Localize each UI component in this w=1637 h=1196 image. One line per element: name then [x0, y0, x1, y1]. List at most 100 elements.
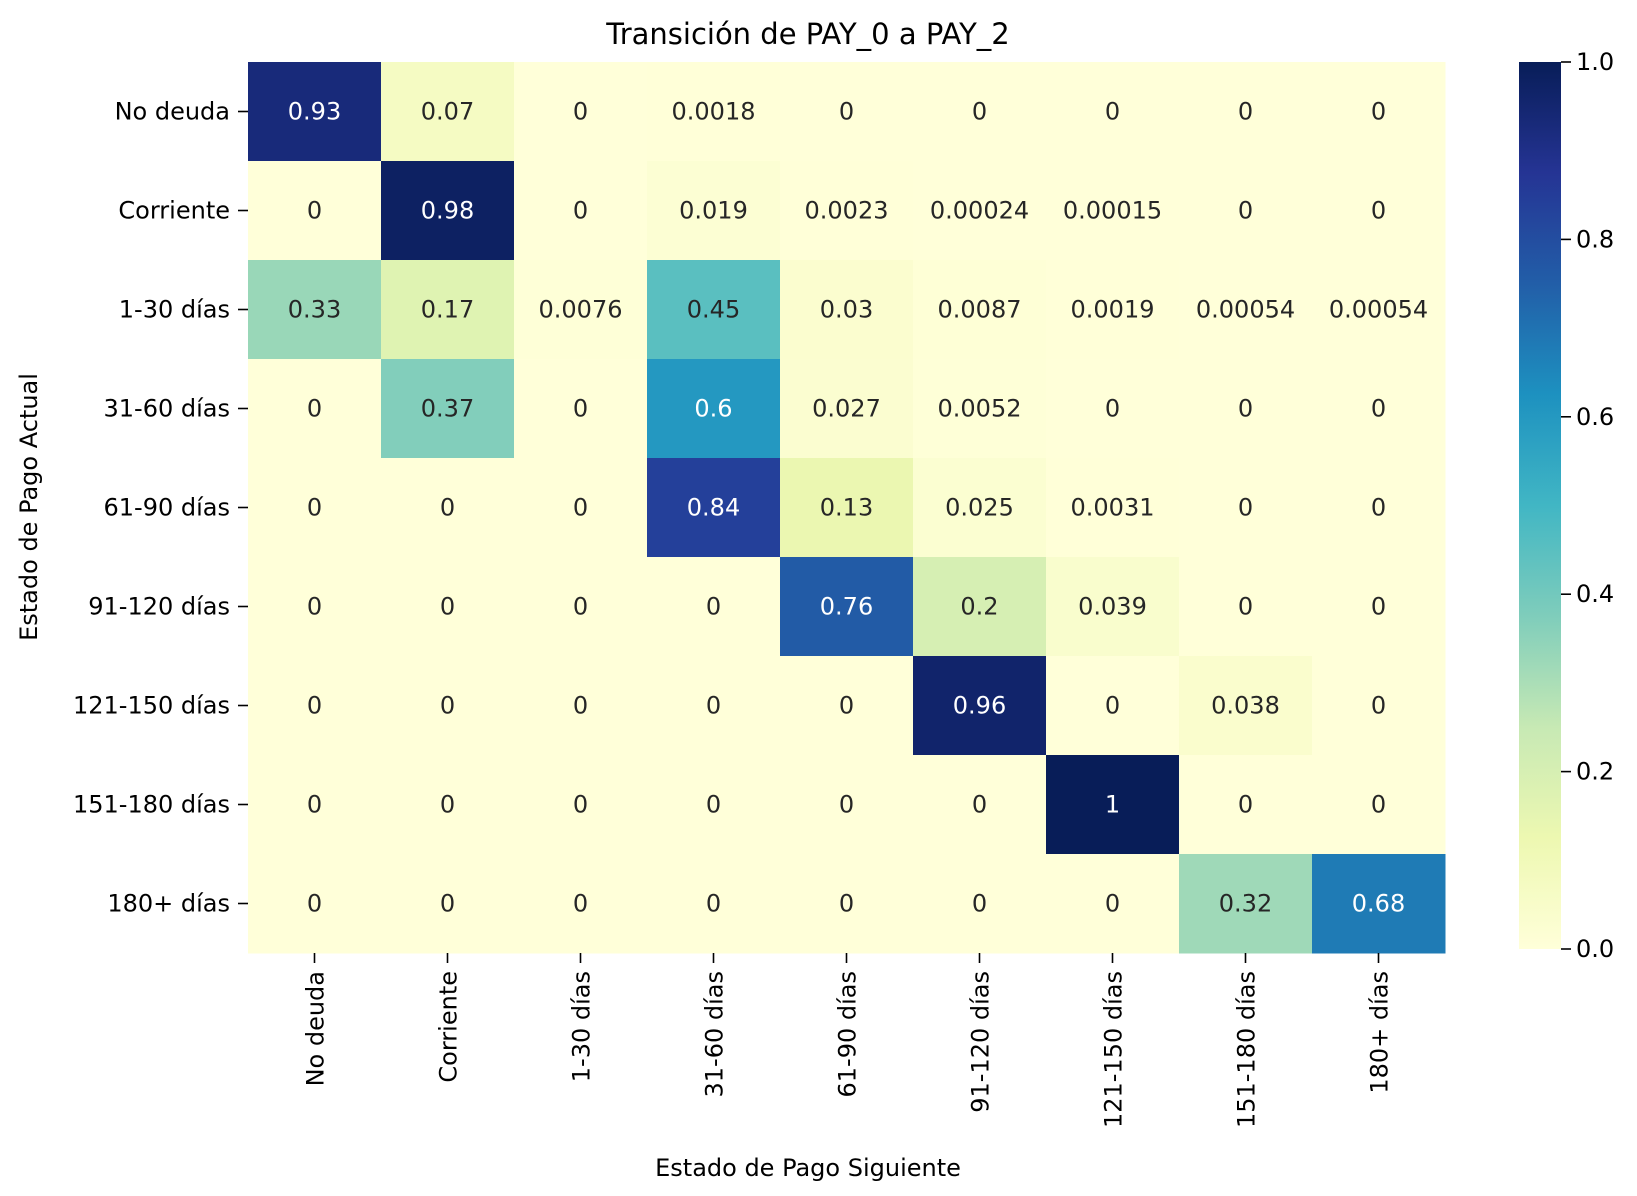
cell-value-label: 0.025 — [945, 494, 1014, 522]
y-tick-label: 180+ días — [107, 890, 230, 918]
y-tick-label: 61-90 días — [104, 494, 230, 522]
x-axis-ticks: No deuda Corriente 1-30 días 31-60 días 61-9… — [302, 953, 1394, 1128]
cell-value-label: 0.98 — [421, 197, 474, 225]
heatmap-cell — [1046, 557, 1180, 657]
cell-value-label: 0 — [1105, 395, 1120, 423]
cell-value-label: 0.00054 — [1329, 296, 1428, 324]
cell-value-label: 0 — [972, 890, 987, 918]
cell-value-label: 0 — [1238, 494, 1253, 522]
heatmap-cell — [1046, 260, 1180, 360]
cell-value-label: 0 — [440, 494, 455, 522]
heatmap-cell — [647, 557, 781, 657]
heatmap-cell — [514, 755, 648, 855]
cell-value-label: 0 — [307, 791, 322, 819]
heatmap-cell — [647, 161, 781, 261]
heatmap-cell — [780, 854, 914, 954]
cell-value-label: 0.07 — [421, 98, 474, 126]
heatmap-cell — [1179, 755, 1313, 855]
heatmap-cell — [1312, 854, 1446, 954]
cell-value-label: 0 — [1371, 791, 1386, 819]
heatmap-cell — [514, 359, 648, 459]
heatmap-cell — [1179, 62, 1313, 162]
heatmap-cell — [248, 161, 382, 261]
cell-value-label: 0 — [307, 890, 322, 918]
heatmap-cell — [1046, 161, 1180, 261]
cell-value-label: 0 — [573, 197, 588, 225]
cell-value-label: 0 — [839, 890, 854, 918]
cell-value-label: 0.37 — [421, 395, 474, 423]
heatmap-cell — [913, 260, 1047, 360]
cell-value-label: 0 — [1371, 395, 1386, 423]
heatmap-cell — [1046, 359, 1180, 459]
x-tick-label: 180+ días — [1366, 971, 1394, 1094]
cell-value-label: 0 — [706, 890, 721, 918]
cell-value-label: 0.038 — [1211, 692, 1280, 720]
heatmap-cell — [1312, 755, 1446, 855]
cell-value-label: 0.00015 — [1063, 197, 1162, 225]
cell-value-label: 0 — [1238, 197, 1253, 225]
y-tick-label: Corriente — [118, 197, 230, 225]
cell-value-label: 0.0087 — [938, 296, 1022, 324]
heatmap-cell — [780, 557, 914, 657]
cell-value-label: 0.00024 — [930, 197, 1029, 225]
cell-value-label: 0 — [1371, 692, 1386, 720]
heatmap-cell — [514, 62, 648, 162]
cell-value-label: 0 — [440, 791, 455, 819]
cell-value-label: 0 — [307, 692, 322, 720]
cell-value-label: 0 — [573, 890, 588, 918]
cell-value-label: 0.0019 — [1071, 296, 1155, 324]
colorbar-tick-label: 0.4 — [1576, 580, 1614, 608]
heatmap-cell — [248, 458, 382, 558]
heatmap-cell — [647, 260, 781, 360]
heatmap-cell — [913, 62, 1047, 162]
heatmap-cell — [913, 161, 1047, 261]
cell-value-label: 0 — [440, 692, 455, 720]
heatmap-cell — [514, 656, 648, 756]
heatmap-cell — [381, 854, 515, 954]
heatmap-cell — [1046, 755, 1180, 855]
heatmap-cell — [1179, 458, 1313, 558]
cell-value-label: 0 — [706, 593, 721, 621]
x-tick-label: Corriente — [435, 971, 463, 1083]
heatmap-cell — [647, 62, 781, 162]
cell-value-label: 1 — [1105, 791, 1120, 819]
y-tick-label: 121-150 días — [73, 692, 230, 720]
cell-value-label: 0 — [573, 593, 588, 621]
heatmap-cell — [913, 854, 1047, 954]
heatmap-cells — [248, 62, 1446, 954]
cell-value-label: 0.0023 — [805, 197, 889, 225]
colorbar-tick-label: 0.6 — [1576, 403, 1614, 431]
heatmap-cell — [780, 161, 914, 261]
cell-value-label: 0.2 — [960, 593, 998, 621]
heatmap-cell — [780, 656, 914, 756]
colorbar-tick-label: 0.2 — [1576, 758, 1614, 786]
heatmap-cell — [1312, 260, 1446, 360]
cell-value-label: 0 — [839, 791, 854, 819]
cell-value-label: 0 — [573, 494, 588, 522]
cell-value-label: 0 — [1238, 791, 1253, 819]
heatmap-cell — [647, 854, 781, 954]
heatmap-cell — [913, 656, 1047, 756]
x-tick-label: 91-120 días — [967, 971, 995, 1113]
cell-value-label: 0 — [1371, 593, 1386, 621]
heatmap-cell — [248, 755, 382, 855]
cell-value-label: 0 — [1238, 395, 1253, 423]
heatmap-cell — [248, 854, 382, 954]
cell-value-label: 0.03 — [820, 296, 873, 324]
cell-value-label: 0.68 — [1352, 890, 1405, 918]
heatmap-cell — [514, 557, 648, 657]
heatmap-cell — [514, 854, 648, 954]
cell-value-label: 0.0031 — [1071, 494, 1155, 522]
heatmap-cell — [1179, 161, 1313, 261]
heatmap-cell — [913, 557, 1047, 657]
x-axis-label: Estado de Pago Siguiente — [655, 1154, 961, 1182]
x-tick-label: 151-180 días — [1233, 971, 1261, 1128]
colorbar-tick-label: 0.8 — [1576, 225, 1614, 253]
chart-title: Transición de PAY_0 a PAY_2 — [605, 17, 1009, 51]
colorbar — [1519, 62, 1561, 949]
heatmap-cell — [1179, 557, 1313, 657]
cell-value-label: 0.33 — [288, 296, 341, 324]
cell-value-label: 0 — [1371, 197, 1386, 225]
cell-value-label: 0.96 — [953, 692, 1006, 720]
